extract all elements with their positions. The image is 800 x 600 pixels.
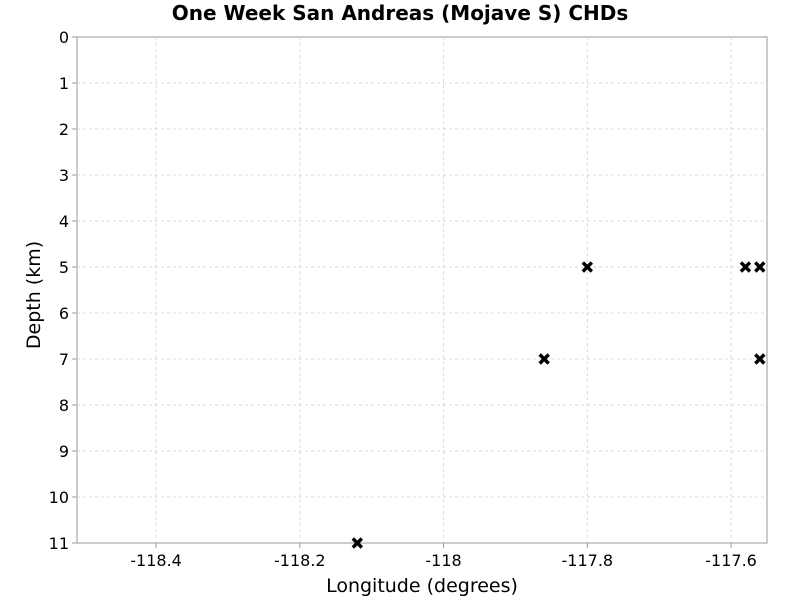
data-points (351, 261, 766, 549)
data-point (538, 353, 550, 365)
y-tick-label: 7 (59, 350, 69, 369)
data-point (754, 261, 766, 273)
chart-title: One Week San Andreas (Mojave S) CHDs (172, 1, 629, 25)
plot-area (76, 36, 768, 544)
y-tick-label: 9 (59, 442, 69, 461)
x-tick-label: -118.4 (130, 551, 182, 570)
y-tick-label: 6 (59, 304, 69, 323)
y-axis-ticks: 0 1 2 3 4 5 6 7 8 9 10 11 (49, 28, 77, 553)
y-tick-label: 4 (59, 212, 69, 231)
data-point (739, 261, 752, 273)
y-tick-label: 0 (59, 28, 69, 47)
y-tick-label: 2 (59, 120, 69, 139)
y-tick-label: 5 (59, 258, 69, 277)
grid-lines (77, 37, 767, 543)
data-point (351, 537, 364, 549)
x-axis-ticks: -118.4 -118.2 -118 -117.8 -117.6 (130, 543, 757, 570)
x-tick-label: -118.2 (274, 551, 326, 570)
data-point (754, 353, 766, 365)
y-tick-label: 8 (59, 396, 69, 415)
x-tick-label: -118 (425, 551, 461, 570)
y-tick-label: 3 (59, 166, 69, 185)
x-tick-label: -117.6 (705, 551, 757, 570)
y-tick-label: 1 (59, 74, 69, 93)
x-axis-label: Longitude (degrees) (326, 575, 518, 597)
y-axis-label: Depth (km) (23, 241, 45, 349)
y-tick-label: 11 (49, 534, 69, 553)
x-tick-label: -117.8 (562, 551, 614, 570)
y-tick-label: 10 (49, 488, 69, 507)
data-point (581, 261, 594, 273)
